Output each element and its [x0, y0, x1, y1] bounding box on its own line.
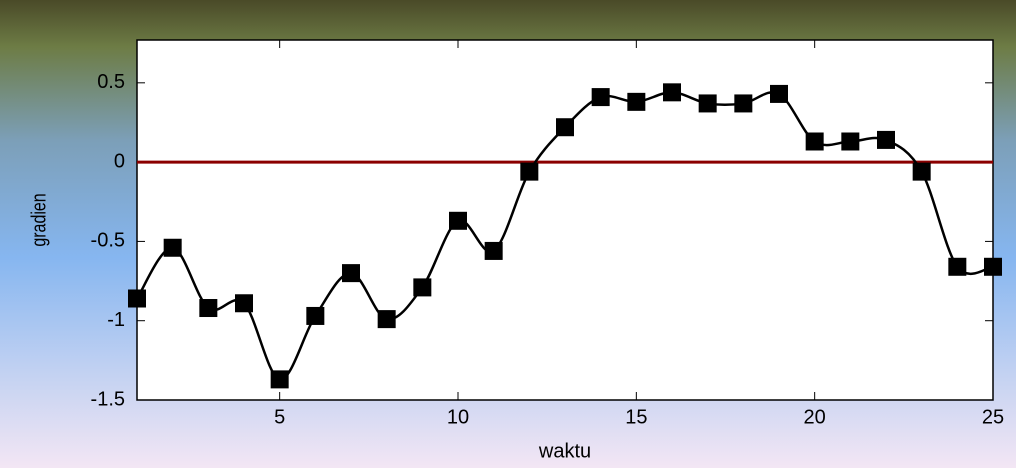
marker — [413, 278, 432, 297]
marker — [948, 257, 967, 276]
x-tick-label: 5 — [274, 406, 285, 428]
marker — [627, 92, 646, 111]
marker — [270, 370, 289, 389]
y-tick-label: -0.5 — [91, 230, 125, 252]
marker — [484, 241, 503, 260]
y-tick-label: 0 — [114, 150, 125, 172]
x-tick-label: 15 — [625, 406, 647, 428]
marker — [698, 94, 717, 113]
x-tick-label: 20 — [804, 406, 826, 428]
marker — [591, 88, 610, 107]
marker — [984, 257, 1002, 276]
x-tick-label: 10 — [447, 406, 469, 428]
marker — [449, 211, 467, 230]
marker — [734, 94, 753, 113]
x-axis-label: waktu — [538, 440, 591, 462]
marker — [770, 84, 788, 103]
marker — [805, 132, 824, 151]
x-tick-label: 25 — [982, 406, 1004, 428]
y-tick-label: 0.5 — [97, 71, 125, 93]
y-tick-label: -1.5 — [91, 388, 125, 410]
y-axis-label: gradien — [28, 193, 50, 246]
marker — [841, 132, 860, 151]
marker — [663, 83, 681, 102]
marker — [520, 162, 539, 181]
marker — [163, 238, 182, 257]
marker — [199, 299, 218, 318]
y-tick-label: -1 — [107, 309, 125, 331]
marker — [556, 118, 574, 137]
marker — [912, 162, 931, 181]
marker — [877, 130, 895, 149]
marker — [128, 289, 146, 308]
marker — [235, 294, 253, 313]
plot-area — [136, 39, 994, 401]
marker — [306, 306, 325, 325]
marker — [377, 310, 396, 329]
marker — [342, 264, 360, 283]
